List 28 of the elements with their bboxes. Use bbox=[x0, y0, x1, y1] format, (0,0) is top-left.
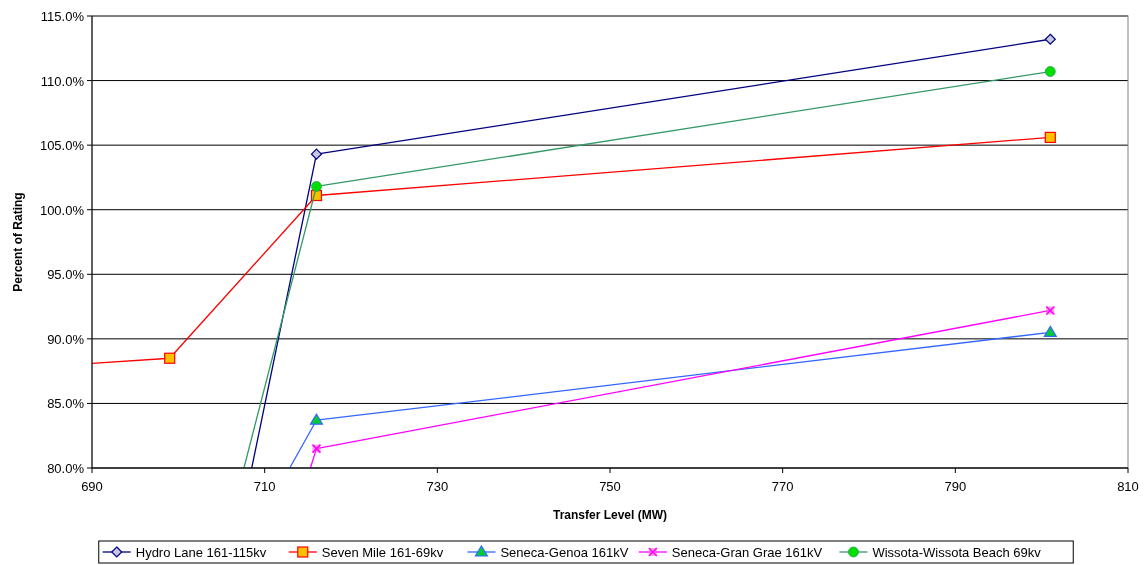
y-tick-label: 95.0% bbox=[47, 267, 85, 283]
x-tick-label: 710 bbox=[253, 479, 276, 494]
y-axis-title: Percent of Rating bbox=[11, 192, 25, 292]
legend-label: Hydro Lane 161-115kv bbox=[135, 545, 267, 560]
y-tick-label: 80.0% bbox=[47, 461, 85, 476]
y-tick-label: 85.0% bbox=[47, 396, 85, 412]
legend-label: Seneca-Gran Grae 161kV bbox=[671, 545, 823, 560]
x-tick-label: 690 bbox=[81, 479, 103, 494]
x-tick-label: 790 bbox=[944, 479, 967, 494]
point bbox=[1044, 66, 1056, 77]
point bbox=[1044, 131, 1056, 143]
legend-label: Seneca-Genoa 161kV bbox=[500, 545, 629, 560]
x-tick-label: 770 bbox=[771, 479, 794, 494]
x-tick-label: 810 bbox=[1117, 479, 1139, 494]
legend-label: Seven Mile 161-69kv bbox=[321, 545, 444, 560]
x-tick-label: 750 bbox=[599, 479, 621, 494]
point bbox=[310, 148, 323, 160]
point bbox=[164, 352, 176, 364]
y-tick-label: 90.0% bbox=[47, 331, 85, 347]
legend-label: Wissota-Wissota Beach 69kv bbox=[872, 545, 1042, 560]
y-tick-label: 115.0% bbox=[40, 9, 85, 24]
y-tick-label: 105.0% bbox=[39, 138, 85, 154]
point bbox=[311, 181, 322, 192]
x-tick-label: 730 bbox=[426, 479, 449, 494]
y-tick-label: 100.0% bbox=[39, 202, 85, 218]
x-axis-title: Transfer Level (MW) bbox=[552, 508, 668, 522]
point bbox=[1044, 33, 1056, 45]
y-tick-label: 110.0% bbox=[40, 73, 85, 89]
